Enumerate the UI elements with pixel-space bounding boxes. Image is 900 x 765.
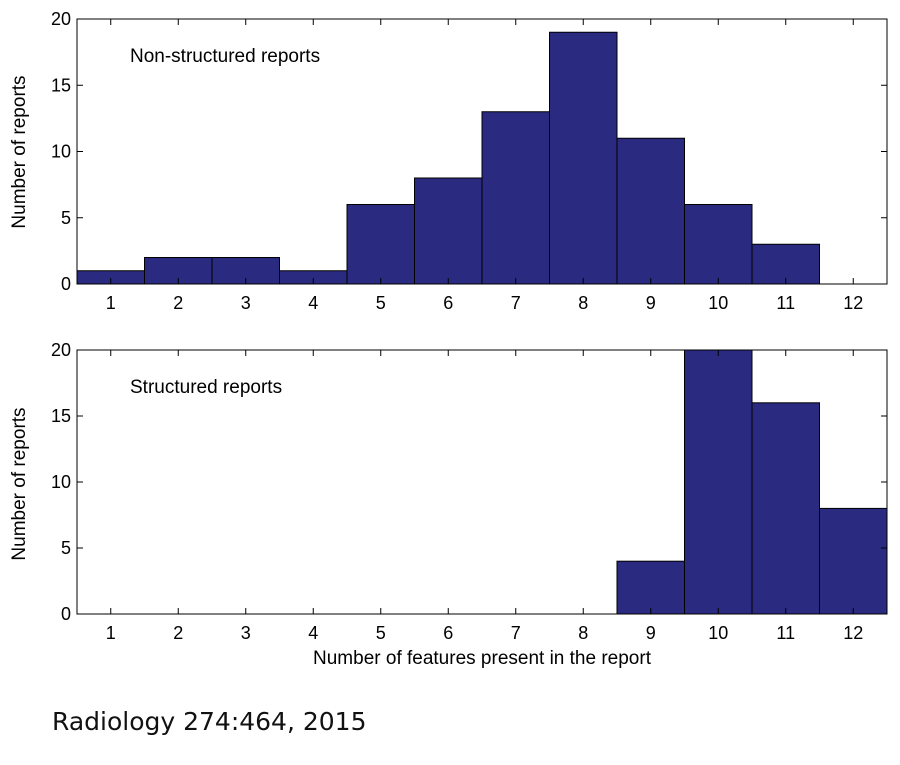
panel2-xtick-label: 1	[106, 623, 116, 643]
panel1-bar-9	[616, 137, 685, 285]
panel2-bar-10	[684, 349, 753, 615]
panel2-ytick-label: 10	[51, 472, 71, 492]
panel1-ytick-label: 5	[61, 208, 71, 228]
panel1-xtick-label: 5	[376, 293, 386, 313]
panel1-bar-5	[346, 204, 415, 285]
panel2-bar-12	[819, 507, 888, 615]
panel2-xtick-label: 7	[511, 623, 521, 643]
panel1-xtick-label: 9	[646, 293, 656, 313]
panel1-bar-10	[684, 204, 753, 285]
panel1-xtick-label: 8	[578, 293, 588, 313]
panel1-ytick-label: 15	[51, 75, 71, 95]
panel2-xtick-label: 8	[578, 623, 588, 643]
panel2-y-axis-label: Number of reports	[9, 407, 30, 560]
panel1-ytick-label: 10	[51, 142, 71, 162]
panel2-annotation: Structured reports	[130, 377, 282, 398]
panel2-bar-9	[616, 560, 685, 615]
panel1-xtick-label: 4	[308, 293, 318, 313]
panel2-xtick-label: 9	[646, 623, 656, 643]
panel1-bar-8	[549, 31, 618, 285]
panel2-xtick-label: 11	[776, 623, 795, 643]
panel2-xtick-label: 6	[443, 623, 453, 643]
panel1-xtick-label: 1	[106, 293, 116, 313]
panel2-bar-11	[751, 402, 820, 615]
panel1-xtick-label: 11	[776, 293, 795, 313]
panel1-xtick-label: 6	[443, 293, 453, 313]
panel2-ytick-label: 5	[61, 538, 71, 558]
panel1-xtick-label: 2	[173, 293, 183, 313]
panel2-ytick-label: 15	[51, 406, 71, 426]
panel2-ytick-label: 0	[61, 604, 71, 624]
panel1-bar-7	[481, 111, 550, 285]
panel1-bar-6	[414, 177, 483, 285]
panel2-xtick-label: 5	[376, 623, 386, 643]
panel1-ytick-label: 0	[61, 274, 71, 294]
panel1-annotation: Non-structured reports	[130, 46, 320, 67]
panel1-y-axis-label: Number of reports	[9, 75, 30, 228]
panel2-xtick-label: 4	[308, 623, 318, 643]
panel1-xtick-label: 10	[708, 293, 728, 313]
panel1-xtick-label: 12	[843, 293, 863, 313]
panel2-xtick-label: 10	[708, 623, 728, 643]
panel1-xtick-label: 3	[241, 293, 251, 313]
panel2-xtick-label: 3	[241, 623, 251, 643]
panel2-xtick-label: 12	[843, 623, 863, 643]
source-caption: Radiology 274:464, 2015	[52, 707, 367, 736]
panel2-x-axis-label: Number of features present in the report	[313, 648, 652, 669]
panel1-xtick-label: 7	[511, 293, 521, 313]
panel1-bar-11	[751, 243, 820, 285]
panel1-ytick-label: 20	[51, 9, 71, 29]
panel2-ytick-label: 20	[51, 340, 71, 360]
panel2-xtick-label: 2	[173, 623, 183, 643]
